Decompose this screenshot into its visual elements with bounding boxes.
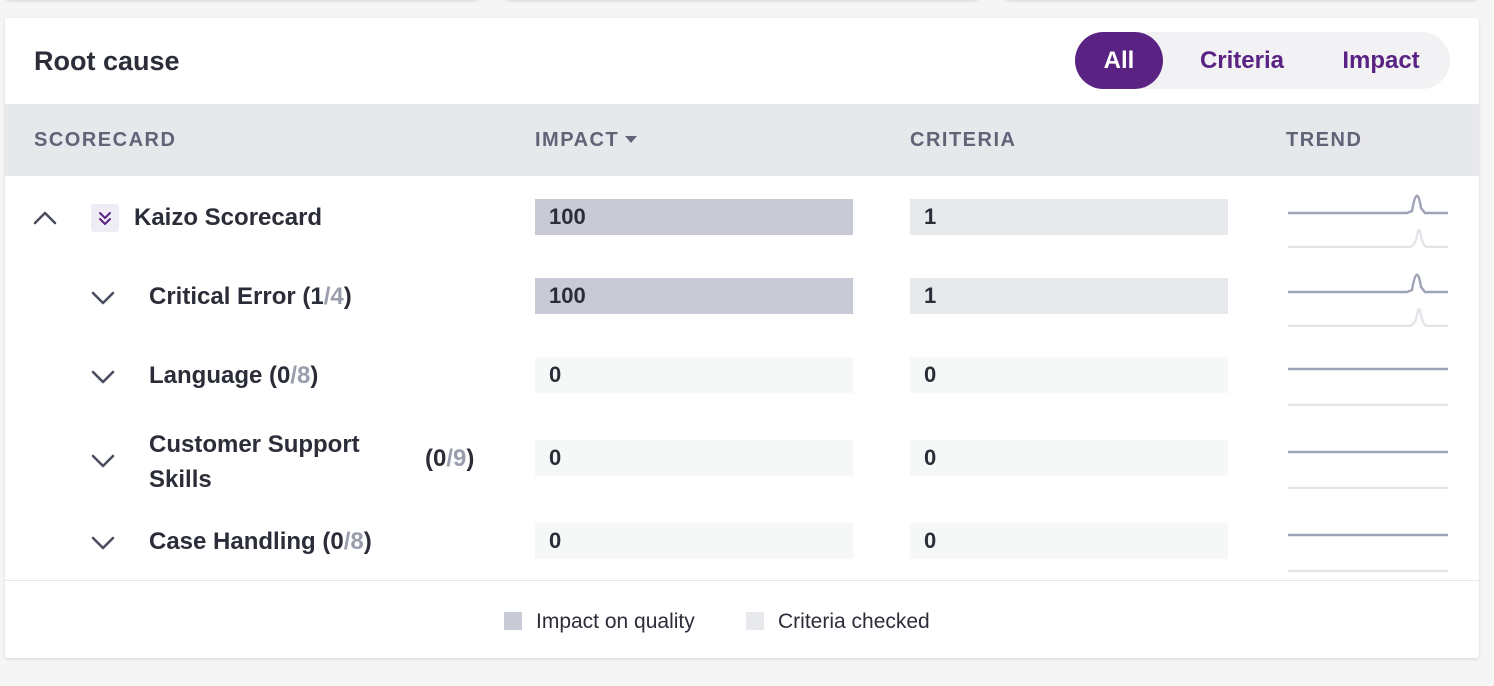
filter-impact-button[interactable]: Impact: [1342, 47, 1420, 74]
criteria-bar: 1: [910, 199, 1228, 235]
chevron-down-icon[interactable]: [91, 364, 115, 386]
impact-fill: [535, 199, 853, 235]
trend-sparkline: [1288, 450, 1448, 489]
impact-value: 100: [549, 283, 586, 308]
impact-value: 0: [549, 528, 562, 553]
filter-segmented-control: All Criteria Impact: [1075, 32, 1450, 89]
table-row: Customer Support Skills (0/9) 0 0: [5, 430, 1479, 520]
impact-bar: 100: [535, 278, 853, 314]
criteria-value: 0: [924, 362, 937, 387]
card-title: Root cause: [34, 46, 180, 76]
row-name: Language (0/8): [149, 362, 318, 390]
table-header: SCORECARD IMPACT CRITERIA TREND: [5, 104, 1479, 176]
row-name-text: Customer Support Skills: [149, 431, 360, 493]
legend-impact-swatch: [504, 612, 522, 630]
expand-all-icon[interactable]: [91, 204, 119, 232]
criteria-bar: 0: [910, 357, 1228, 393]
chevron-up-icon[interactable]: [33, 206, 57, 228]
header-impact[interactable]: IMPACT: [535, 104, 638, 176]
table-row: Kaizo Scorecard 100 1: [5, 194, 1479, 268]
criteria-value: 1: [924, 204, 937, 229]
row-count: (0/9): [425, 445, 475, 472]
legend-criteria: Criteria checked: [746, 610, 930, 634]
criteria-bar: 0: [910, 440, 1228, 476]
filter-all-button[interactable]: All: [1075, 32, 1163, 89]
impact-fill: [535, 278, 853, 314]
trend-sparkline: [1288, 273, 1448, 327]
row-count: (0/8): [322, 528, 372, 555]
criteria-bar: 1: [910, 278, 1228, 314]
row-name: Critical Error (1/4): [149, 283, 352, 311]
chevron-down-icon[interactable]: [91, 448, 115, 470]
impact-bar: 0: [535, 440, 853, 476]
row-name: Case Handling (0/8): [149, 528, 372, 556]
row-name-text: Critical Error: [149, 283, 296, 310]
trend-sparkline: [1288, 367, 1448, 406]
header-scorecard[interactable]: SCORECARD: [34, 129, 177, 151]
table-row: Critical Error (1/4) 100 1: [5, 273, 1479, 347]
filter-criteria-button[interactable]: Criteria: [1199, 47, 1285, 74]
row-name-text: Language: [149, 362, 263, 389]
table-row: Language (0/8) 0 0: [5, 356, 1479, 426]
trend-sparkline: [1288, 533, 1448, 572]
impact-value: 100: [549, 204, 586, 229]
impact-value: 0: [549, 362, 562, 387]
trend-sparkline: [1288, 194, 1448, 248]
header-impact-label: IMPACT: [535, 129, 620, 151]
chevron-down-icon[interactable]: [91, 285, 115, 307]
legend-criteria-swatch: [746, 612, 764, 630]
impact-bar: 100: [535, 199, 853, 235]
criteria-value: 0: [924, 528, 937, 553]
chevron-down-icon[interactable]: [91, 530, 115, 552]
footer-divider: [5, 580, 1479, 581]
criteria-value: 1: [924, 283, 937, 308]
header-trend: TREND: [1286, 129, 1363, 151]
header-criteria[interactable]: CRITERIA: [910, 129, 1017, 151]
table-row: Case Handling (0/8) 0 0: [5, 522, 1479, 582]
row-count: (1/4): [302, 283, 352, 310]
root-cause-card: Root cause All Criteria Impact SCORECARD…: [5, 18, 1479, 658]
row-count: (0/8): [269, 362, 319, 389]
row-name-text: Case Handling: [149, 528, 316, 555]
criteria-bar: 0: [910, 523, 1228, 559]
legend-impact-label: Impact on quality: [536, 610, 695, 633]
row-name: Kaizo Scorecard: [134, 204, 323, 231]
criteria-value: 0: [924, 445, 937, 470]
impact-value: 0: [549, 445, 562, 470]
legend-criteria-label: Criteria checked: [778, 610, 930, 633]
legend-impact: Impact on quality: [504, 610, 695, 634]
sort-desc-icon: [625, 136, 638, 143]
impact-bar: 0: [535, 357, 853, 393]
impact-bar: 0: [535, 523, 853, 559]
